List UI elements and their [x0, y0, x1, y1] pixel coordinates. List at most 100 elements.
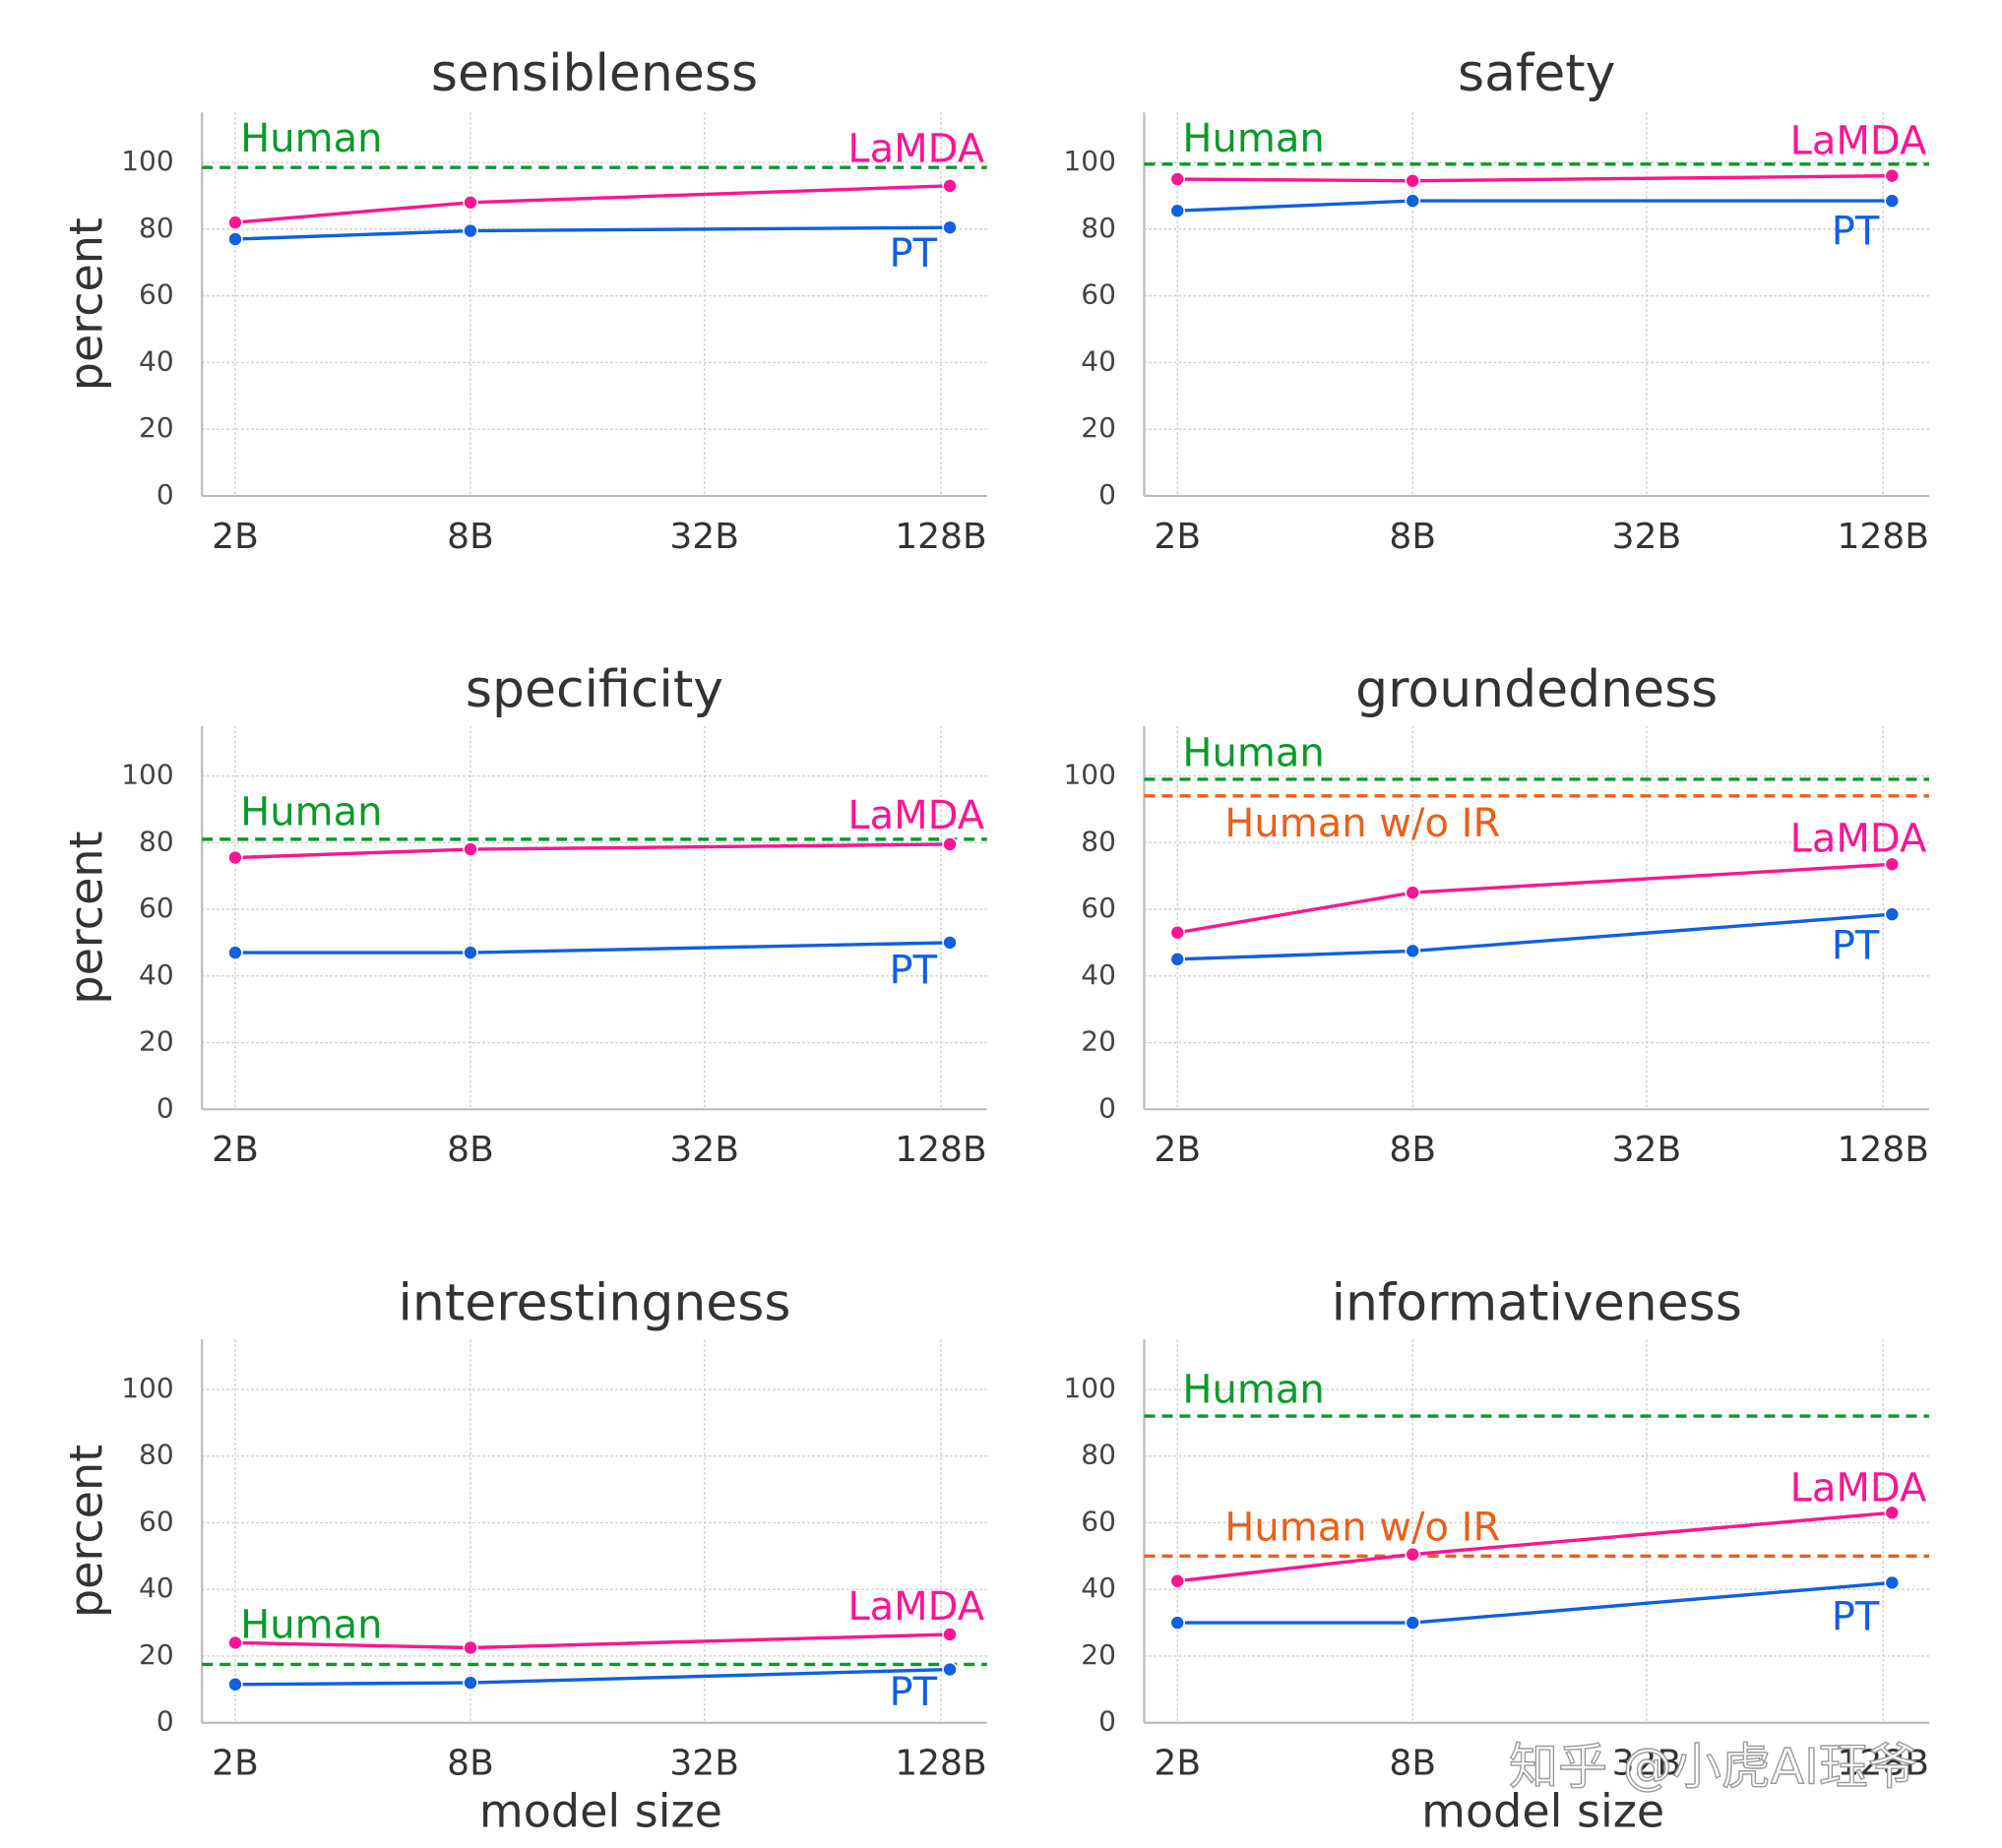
series-label-lamda: LaMDA [847, 1584, 984, 1630]
data-point-lamda [463, 841, 478, 857]
y-tick-label: 80 [139, 1439, 174, 1471]
x-tick-label: 2B [212, 1744, 259, 1784]
y-tick-label: 40 [139, 344, 174, 377]
x-tick-label: 128B [895, 1130, 986, 1170]
x-tick-label: 128B [895, 517, 986, 557]
series-line-lamda [1175, 173, 1894, 183]
x-tick-label: 8B [1389, 517, 1436, 557]
y-tick-label: 40 [1081, 1571, 1116, 1604]
data-point-pt [942, 935, 958, 951]
x-tick-label: 2B [1154, 1130, 1201, 1170]
x-tick-label: 32B [1612, 1130, 1682, 1170]
series-line-pt [233, 941, 952, 955]
x-tick-label: 32B [669, 517, 739, 557]
y-tick-label: 20 [139, 411, 174, 444]
y-tick-label: 40 [1081, 344, 1116, 377]
panel-informativeness: informativeness 0 20 40 60 80 100 2B 8B 32B 128B mo… [1063, 1273, 1929, 1838]
x-tick-label: 8B [447, 1130, 494, 1170]
x-tick-label: 128B [1837, 1130, 1928, 1170]
series-line-lamda [233, 842, 952, 860]
y-tick-label: 0 [156, 1091, 174, 1124]
data-point-pt [1405, 943, 1421, 959]
y-axis-label: percent [59, 1445, 112, 1618]
series-label-pt: PT [1832, 924, 1880, 969]
y-tick-label: 60 [139, 892, 174, 924]
data-point-pt [1169, 1615, 1186, 1631]
data-point-lamda [1405, 885, 1421, 900]
y-tick-label: 80 [139, 212, 174, 244]
y-tick-label: 100 [121, 145, 173, 177]
data-point-lamda [942, 178, 958, 194]
y-tick-label: 60 [139, 1505, 174, 1537]
panel-title: specificity [466, 660, 723, 719]
y-tick-label: 60 [139, 278, 174, 311]
series-label-lamda: LaMDA [847, 126, 984, 171]
x-tick-label: 32B [669, 1130, 739, 1170]
y-tick-label: 20 [1081, 1638, 1116, 1671]
series-label-pt: PT [889, 1670, 937, 1715]
y-tick-label: 80 [139, 825, 174, 857]
data-point-lamda [227, 849, 243, 866]
data-point-pt [227, 945, 243, 960]
y-tick-label: 100 [1063, 759, 1115, 791]
x-tick-label: 8B [447, 1744, 494, 1784]
x-tick-label: 2B [212, 1130, 259, 1170]
data-point-lamda [463, 194, 478, 211]
data-point-lamda [227, 1634, 243, 1651]
series-line-pt [233, 225, 952, 241]
series-label-lamda: LaMDA [1790, 817, 1927, 862]
data-point-lamda [942, 836, 958, 852]
y-tick-label: 20 [139, 1638, 174, 1671]
data-point-pt [1884, 193, 1901, 209]
data-point-pt [463, 222, 478, 239]
x-tick-label: 32B [669, 1744, 739, 1784]
data-point-lamda [227, 215, 243, 230]
watermark: 知乎 @小虎AI珏爷 [1509, 1738, 1917, 1795]
x-axis-label: model size [1421, 1785, 1664, 1838]
x-tick-label: 128B [895, 1744, 986, 1784]
data-point-pt [227, 1676, 243, 1693]
reference-label: Human [1182, 116, 1324, 161]
series-line-lamda [233, 184, 952, 224]
panel-title: informativeness [1332, 1273, 1742, 1332]
data-point-lamda [1169, 1572, 1186, 1589]
y-tick-label: 100 [121, 759, 173, 791]
x-tick-label: 2B [1154, 517, 1201, 557]
y-tick-label: 40 [1081, 958, 1116, 991]
y-tick-label: 100 [121, 1372, 173, 1404]
panel-title: sensibleness [431, 44, 758, 103]
panel-interestingness: interestingness 0 20 40 60 80 100 2B 8B 32B 128B pe… [59, 1273, 987, 1838]
data-point-lamda [1884, 1505, 1901, 1521]
y-tick-label: 60 [1081, 892, 1116, 924]
data-point-pt [227, 231, 243, 247]
x-tick-label: 8B [1389, 1130, 1436, 1170]
y-tick-label: 80 [1081, 1439, 1116, 1471]
data-point-pt [1884, 906, 1901, 922]
data-point-lamda [942, 1627, 958, 1642]
data-point-pt [463, 1675, 478, 1691]
y-tick-label: 0 [1098, 478, 1116, 511]
data-point-pt [1169, 203, 1186, 219]
data-point-lamda [463, 1639, 478, 1656]
y-axis-label: percent [59, 217, 112, 391]
x-tick-label: 8B [447, 517, 494, 557]
series-label-pt: PT [889, 948, 937, 993]
series-label-lamda: LaMDA [1790, 118, 1927, 163]
series-label-pt: PT [1832, 1595, 1880, 1640]
x-tick-label: 32B [1612, 517, 1682, 557]
y-tick-label: 60 [1081, 1505, 1116, 1537]
reference-label: Human [240, 1602, 382, 1647]
data-point-lamda [1169, 924, 1186, 941]
data-point-lamda [1405, 1546, 1421, 1563]
y-tick-label: 0 [156, 478, 174, 511]
series-line-pt [233, 1667, 952, 1687]
y-tick-label: 20 [139, 1025, 174, 1058]
y-axis-label: percent [59, 831, 112, 1004]
data-point-lamda [1884, 856, 1901, 873]
y-tick-label: 20 [1081, 411, 1116, 444]
x-tick-label: 128B [1837, 1744, 1928, 1784]
series-label-pt: PT [1832, 210, 1880, 255]
y-tick-label: 100 [1063, 145, 1115, 177]
y-tick-label: 40 [139, 958, 174, 991]
data-point-lamda [1884, 167, 1901, 184]
